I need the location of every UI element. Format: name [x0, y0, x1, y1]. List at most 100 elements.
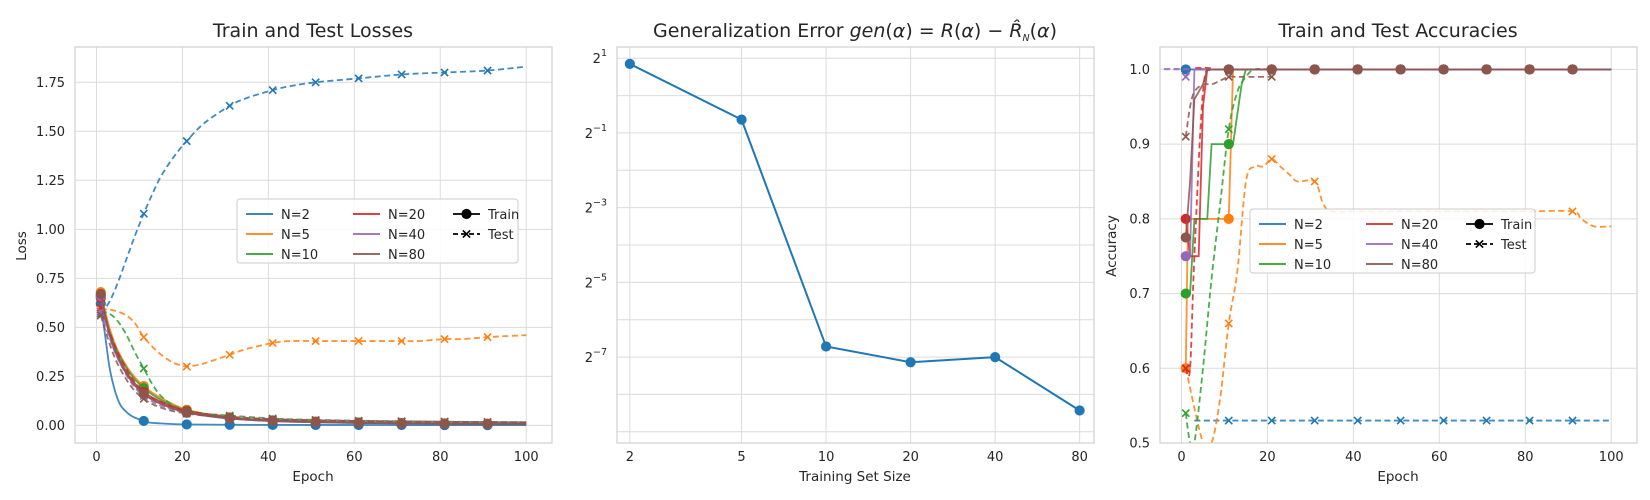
- test-marker: [311, 416, 320, 425]
- y-tick-label: 2−3: [585, 198, 607, 217]
- legend-label: Test: [1500, 238, 1527, 253]
- legend-item: N=20: [1366, 218, 1438, 233]
- series-n-80: [1180, 64, 1612, 243]
- train-marker: [181, 419, 192, 430]
- train-marker: [1524, 64, 1535, 75]
- test-marker: [1224, 319, 1233, 328]
- legend-item: N=40: [353, 228, 425, 243]
- train-marker: [1180, 288, 1191, 299]
- test-marker: [1224, 125, 1233, 134]
- y-tick-label: 0.25: [36, 370, 65, 385]
- legend: N=2 N=5 N=10 N=20 N=40 N=80 Train Test: [1249, 208, 1536, 274]
- data-point: [990, 352, 1001, 363]
- test-marker: [354, 336, 363, 346]
- test-marker: [1396, 416, 1405, 425]
- test-marker: [225, 350, 234, 359]
- legend-label: N=10: [1294, 258, 1331, 273]
- test-marker: [225, 101, 234, 110]
- train-marker: [396, 418, 407, 429]
- test-marker: [1267, 416, 1276, 425]
- x-tick-label: 60: [346, 450, 363, 465]
- legend-item: N=2: [1259, 218, 1323, 233]
- y-tick-label: 1.0: [1129, 63, 1150, 78]
- accuracy-panel: Train and Test Accuracies 0 20 40 60 80 100 0.…: [1104, 20, 1638, 485]
- test-marker: [268, 338, 277, 348]
- test-marker: [225, 413, 234, 422]
- x-tick-label: 20: [174, 450, 191, 465]
- legend-label: N=2: [281, 208, 310, 223]
- data-point: [736, 114, 747, 125]
- legend-item: N=80: [1366, 258, 1438, 273]
- legend-label: N=2: [1294, 218, 1323, 233]
- test-marker: [1181, 364, 1190, 373]
- plot-frame: [616, 46, 1095, 444]
- test-marker: [354, 416, 363, 426]
- legend-label: N=5: [281, 228, 310, 243]
- legend: N=2 N=5 N=10 N=20 N=40 N=80 Train Test: [236, 198, 519, 264]
- test-marker: [1482, 416, 1491, 425]
- y-tick-label: 0.50: [36, 321, 65, 336]
- legend-label: N=80: [1401, 258, 1438, 273]
- train-marker: [482, 418, 493, 430]
- data-point: [820, 341, 832, 352]
- train-marker: [1266, 64, 1277, 75]
- x-tick-label: 80: [1071, 450, 1088, 465]
- grid: [617, 47, 1094, 443]
- title-text: Generalization Error: [653, 20, 844, 42]
- data-point: [624, 58, 635, 69]
- accuracy-x-axis-label: Epoch: [1377, 469, 1418, 485]
- train-marker: [1223, 64, 1234, 75]
- legend-frame: [1249, 208, 1536, 274]
- x-tick-label: 60: [1431, 450, 1448, 465]
- test-marker: [268, 415, 277, 424]
- train-marker: [353, 417, 364, 429]
- test-marker: [1181, 72, 1190, 82]
- train-marker: [1352, 64, 1363, 75]
- test-marker: [311, 336, 320, 346]
- test-line: [1184, 67, 1612, 443]
- train-marker: [1180, 232, 1191, 243]
- x-tick-label: 5: [737, 450, 745, 465]
- test-marker: [1224, 72, 1233, 82]
- test-marker: [1568, 416, 1577, 425]
- series-n-80: [95, 288, 527, 430]
- train-marker: [1180, 251, 1191, 262]
- legend-item: N=5: [1259, 238, 1323, 253]
- train-marker: [1180, 213, 1191, 224]
- test-marker: [1310, 416, 1319, 425]
- x-tick-label: 2: [626, 450, 634, 465]
- train-marker: [1223, 139, 1234, 150]
- legend-item-test: Test: [453, 228, 514, 243]
- test-marker: [1267, 154, 1276, 164]
- test-marker: [268, 85, 277, 95]
- x-tick-label: 10: [818, 450, 835, 465]
- legend-label: N=80: [388, 248, 425, 263]
- test-marker: [182, 362, 191, 371]
- y-tick-label: 0.9: [1129, 138, 1150, 153]
- test-marker: [139, 209, 148, 218]
- train-marker: [1438, 64, 1449, 75]
- test-marker: [440, 68, 449, 77]
- legend-label: N=40: [388, 228, 425, 243]
- test-marker: [1267, 72, 1276, 82]
- legend-item-train: Train: [453, 208, 519, 223]
- legend-label: N=20: [388, 208, 425, 223]
- loss-chart-title: Train and Test Losses: [212, 20, 413, 42]
- test-marker: [483, 417, 492, 427]
- test-marker: [1525, 416, 1534, 425]
- loss-x-axis-label: Epoch: [292, 469, 333, 485]
- title-gen-symbol: gen: [850, 20, 886, 42]
- series-group: [1161, 64, 1612, 443]
- legend-label: N=5: [1294, 238, 1323, 253]
- test-marker: [1353, 416, 1362, 425]
- legend-test-marker: [1475, 239, 1484, 249]
- x-tick-label: 40: [1345, 450, 1362, 465]
- test-marker: [354, 74, 363, 83]
- test-line: [100, 308, 527, 368]
- y-tick-label: 0.7: [1129, 287, 1150, 302]
- legend-item: N=20: [353, 208, 425, 223]
- y-tick-label: 0.75: [36, 272, 65, 287]
- series-generalization-error: [624, 58, 1085, 416]
- legend-item: N=5: [246, 228, 310, 243]
